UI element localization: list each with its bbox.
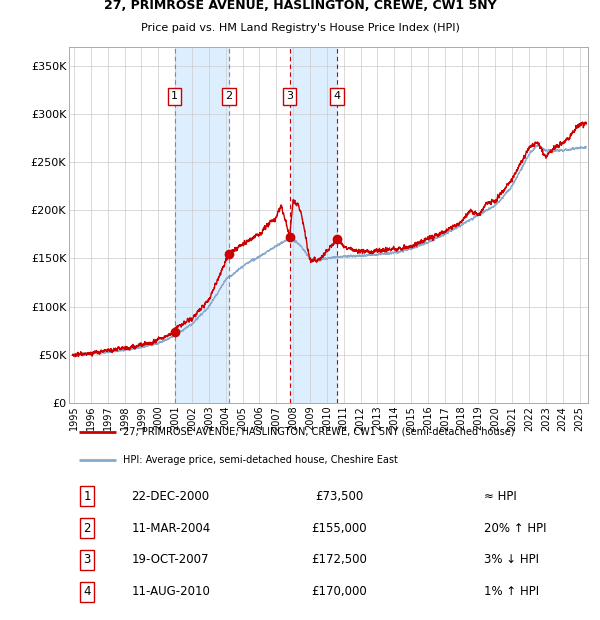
Text: 1: 1 <box>83 490 91 503</box>
Text: £170,000: £170,000 <box>311 585 367 598</box>
Text: 1: 1 <box>171 91 178 102</box>
Text: 3: 3 <box>286 91 293 102</box>
Text: 20% ↑ HPI: 20% ↑ HPI <box>484 521 547 534</box>
Bar <box>175 46 229 403</box>
Text: 2: 2 <box>83 521 91 534</box>
Text: ≈ HPI: ≈ HPI <box>484 490 517 503</box>
Text: £155,000: £155,000 <box>311 521 367 534</box>
Text: 22-DEC-2000: 22-DEC-2000 <box>131 490 209 503</box>
Text: £172,500: £172,500 <box>311 554 367 567</box>
Text: 11-AUG-2010: 11-AUG-2010 <box>131 585 210 598</box>
Text: £73,500: £73,500 <box>315 490 363 503</box>
Text: 19-OCT-2007: 19-OCT-2007 <box>131 554 209 567</box>
Text: HPI: Average price, semi-detached house, Cheshire East: HPI: Average price, semi-detached house,… <box>124 454 398 464</box>
Text: 3: 3 <box>83 554 91 567</box>
Text: 2: 2 <box>226 91 232 102</box>
Bar <box>290 46 337 403</box>
Text: 11-MAR-2004: 11-MAR-2004 <box>131 521 211 534</box>
Text: 3% ↓ HPI: 3% ↓ HPI <box>484 554 539 567</box>
Text: 4: 4 <box>83 585 91 598</box>
Text: 27, PRIMROSE AVENUE, HASLINGTON, CREWE, CW1 5NY (semi-detached house): 27, PRIMROSE AVENUE, HASLINGTON, CREWE, … <box>124 427 515 437</box>
Text: 4: 4 <box>334 91 341 102</box>
Text: 27, PRIMROSE AVENUE, HASLINGTON, CREWE, CW1 5NY: 27, PRIMROSE AVENUE, HASLINGTON, CREWE, … <box>104 0 496 12</box>
Text: Price paid vs. HM Land Registry's House Price Index (HPI): Price paid vs. HM Land Registry's House … <box>140 23 460 33</box>
Text: 1% ↑ HPI: 1% ↑ HPI <box>484 585 539 598</box>
